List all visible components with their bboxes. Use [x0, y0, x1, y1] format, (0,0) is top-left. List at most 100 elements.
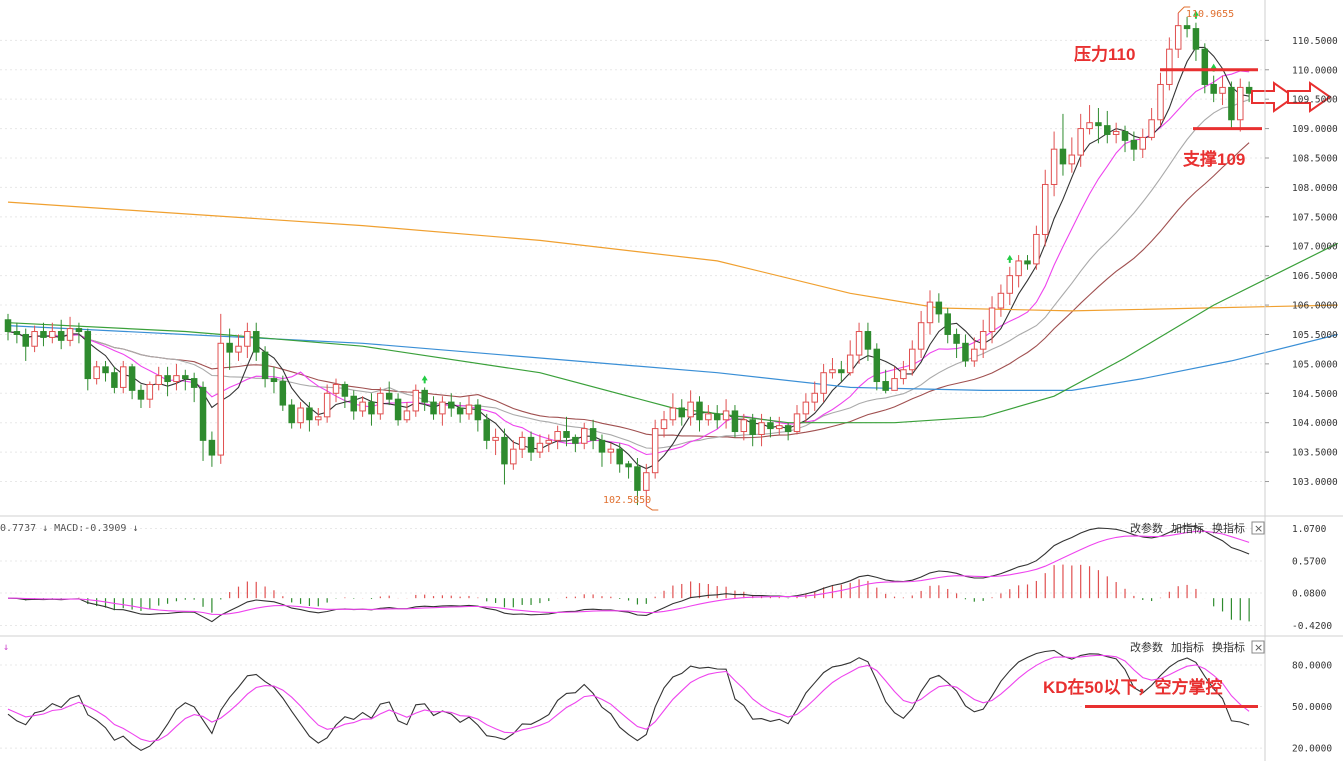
candle-body: [829, 369, 836, 374]
candle-body: [944, 313, 951, 335]
add-indicator-button[interactable]: 加指标: [1171, 521, 1204, 535]
kd-header-label: ↓: [3, 642, 9, 653]
price-tick-label: 108.5000: [1292, 154, 1338, 165]
candle-body: [846, 354, 854, 374]
candle-body: [696, 401, 703, 421]
candle-body: [226, 342, 233, 353]
candle-body: [731, 410, 739, 433]
low-price-label: 102.5850: [603, 495, 651, 506]
annotation-layer: 压力110 支撑109 KD在50以下，空方掌控 110.9655 102.58…: [0, 9, 1265, 697]
kd-swap-indicator-button[interactable]: 换指标: [1212, 640, 1245, 654]
candle-body: [1121, 131, 1129, 141]
candle-body: [705, 413, 712, 421]
candle-body: [49, 331, 56, 338]
candle-body: [155, 375, 162, 385]
kd-d-line: [7, 654, 1250, 743]
kd-tick-label: 50.0000: [1292, 702, 1332, 713]
candle-body: [501, 436, 508, 465]
candle-body: [359, 401, 366, 412]
candle-body: [75, 328, 83, 333]
candle-body: [935, 301, 943, 315]
candle-body: [146, 383, 154, 400]
price-tick-label: 106.5000: [1292, 271, 1338, 282]
candle-body: [111, 372, 118, 388]
candle-body: [536, 442, 544, 453]
candle-body: [713, 413, 721, 421]
candle-body: [341, 383, 349, 397]
candle-body: [1068, 154, 1076, 165]
price-tick-label: 109.5000: [1292, 95, 1338, 106]
candle-body: [465, 404, 473, 415]
macd-close-icon-frame[interactable]: [1251, 521, 1265, 535]
candle-body: [563, 431, 570, 438]
price-tick-label: 105.5000: [1292, 330, 1338, 341]
high-price-label: 110.9655: [1186, 9, 1234, 20]
candle-body: [758, 422, 765, 435]
candle-body: [1077, 128, 1084, 156]
resistance-label: 压力110: [1074, 44, 1135, 64]
candle-body: [483, 419, 490, 441]
candle-body: [678, 407, 686, 418]
ma120-line: [7, 325, 1338, 391]
candle-body: [1210, 83, 1217, 94]
change-params-button[interactable]: 改参数: [1130, 521, 1163, 535]
ma10-line: [7, 70, 1250, 456]
ma5-line: [7, 46, 1250, 470]
candle-body: [1201, 48, 1209, 85]
price-tick-label: 107.0000: [1292, 242, 1338, 253]
buy-signal-icon: [1210, 63, 1217, 72]
candle-body: [279, 381, 287, 406]
ma60-line: [7, 242, 1339, 424]
candle-body: [4, 319, 12, 333]
candle-body: [660, 419, 668, 430]
price-tick-label: 109.0000: [1292, 124, 1338, 135]
candle-body: [173, 375, 180, 383]
candle-body: [962, 342, 969, 362]
kd-k-line: [7, 649, 1250, 752]
candle-body: [456, 407, 464, 415]
candle-body: [864, 331, 872, 350]
arrow-right-icon: [1287, 81, 1332, 113]
candle-body: [643, 472, 650, 491]
kd-change-params-button[interactable]: 改参数: [1130, 640, 1163, 654]
candle-body: [244, 331, 251, 347]
macd-dif-line: [7, 525, 1250, 623]
swap-indicator-button[interactable]: 换指标: [1212, 521, 1245, 535]
kd-close-icon[interactable]: ×: [1254, 641, 1263, 654]
macd-tick-label: 0.0800: [1292, 588, 1327, 599]
candle-body: [1006, 275, 1014, 294]
price-tick-label: 105.0000: [1292, 359, 1338, 370]
kd-add-indicator-button[interactable]: 加指标: [1171, 640, 1204, 654]
candle-body: [545, 439, 553, 444]
candle-body: [199, 386, 207, 441]
grid-layer: [0, 39, 1343, 749]
candle-body: [93, 366, 100, 380]
macd-close-icon[interactable]: ×: [1254, 522, 1263, 535]
price-tick-label: 106.0000: [1292, 301, 1338, 312]
price-tick-label: 104.5000: [1292, 389, 1338, 400]
arrow-right-icon: [1251, 81, 1296, 113]
candle-body: [580, 428, 588, 444]
candle-body: [776, 425, 783, 430]
candle-body: [297, 407, 304, 424]
candle-body: [855, 331, 863, 356]
candle-body: [1166, 48, 1173, 85]
candle-body: [1033, 233, 1040, 265]
kd-close-icon-frame[interactable]: [1251, 640, 1265, 654]
candle-body: [926, 301, 934, 324]
macd-tick-label: -0.4200: [1292, 621, 1332, 632]
candle-body: [882, 381, 889, 391]
candle-body: [1237, 86, 1244, 121]
candle-body: [13, 331, 21, 335]
candle-body: [1086, 122, 1093, 130]
candle-body: [1174, 25, 1182, 50]
candle-body: [1192, 28, 1200, 50]
candle-body: [1183, 25, 1191, 30]
ma20-line: [7, 99, 1250, 449]
candle-body: [102, 366, 109, 374]
price-tick-label: 110.5000: [1292, 36, 1338, 47]
candle-body: [997, 292, 1005, 309]
candle-body: [1219, 86, 1226, 94]
candle-body: [988, 307, 996, 333]
